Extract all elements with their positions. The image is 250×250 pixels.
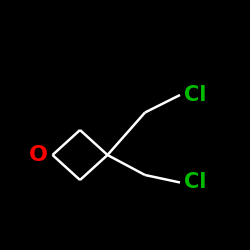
Text: O: O <box>29 145 48 165</box>
Text: Cl: Cl <box>184 85 206 105</box>
Text: Cl: Cl <box>184 172 206 193</box>
